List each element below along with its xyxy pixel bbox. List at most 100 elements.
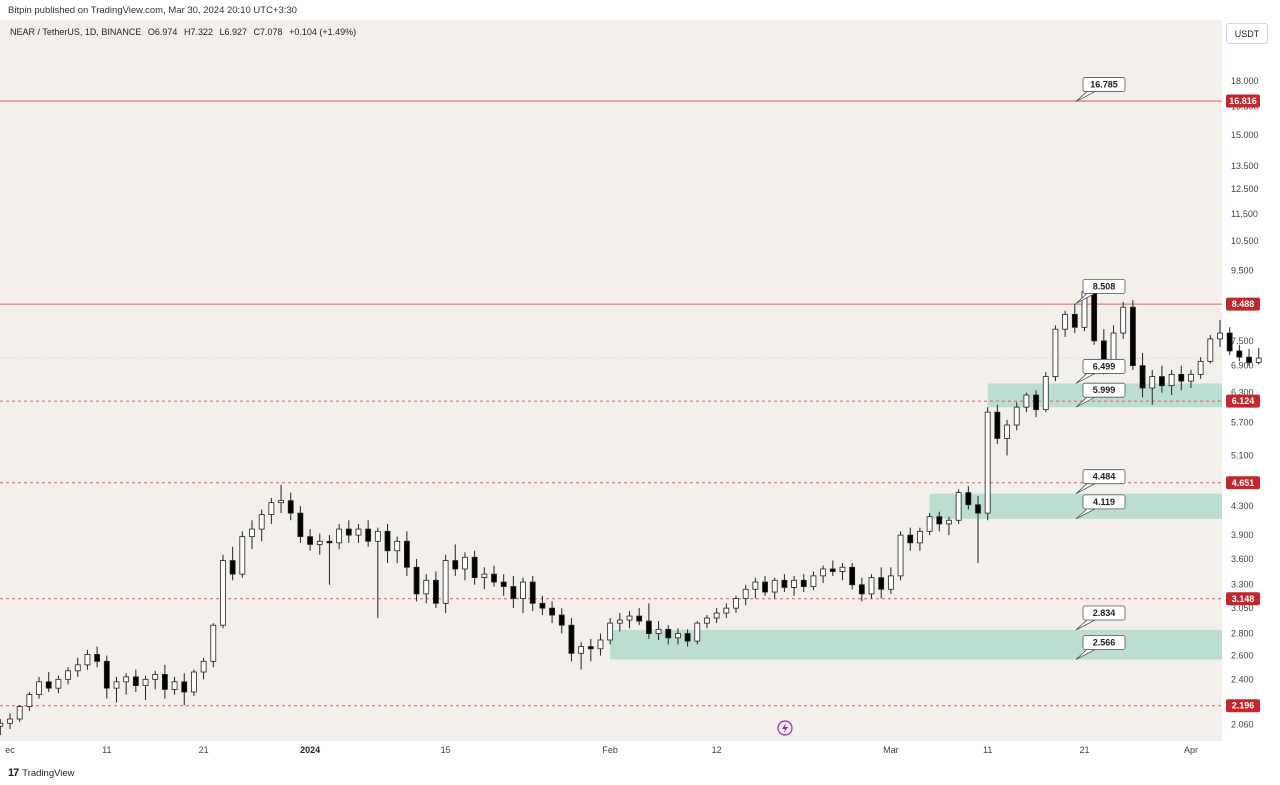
candle[interactable]: [578, 642, 585, 670]
candle[interactable]: [791, 575, 797, 596]
candle[interactable]: [1139, 352, 1146, 398]
candle[interactable]: [607, 618, 614, 645]
candle[interactable]: [1188, 369, 1194, 388]
candle[interactable]: [94, 646, 101, 668]
candle[interactable]: [917, 527, 923, 551]
candle[interactable]: [1013, 402, 1020, 431]
candle[interactable]: [210, 623, 217, 668]
candle[interactable]: [0, 719, 4, 735]
candle[interactable]: [771, 577, 778, 599]
candle[interactable]: [1168, 369, 1175, 396]
candle[interactable]: [433, 571, 439, 609]
candle[interactable]: [123, 673, 130, 695]
candle[interactable]: [878, 567, 885, 599]
candle[interactable]: [926, 513, 933, 536]
candle[interactable]: [413, 558, 420, 602]
candle[interactable]: [161, 664, 168, 699]
candle[interactable]: [491, 565, 497, 587]
candle[interactable]: [849, 563, 856, 590]
candle[interactable]: [268, 497, 275, 524]
candle[interactable]: [558, 608, 565, 634]
candle[interactable]: [239, 531, 246, 578]
candle[interactable]: [336, 523, 343, 550]
candle[interactable]: [742, 584, 749, 606]
candle[interactable]: [723, 603, 730, 619]
candle[interactable]: [113, 676, 120, 703]
candle[interactable]: [307, 529, 313, 551]
candle[interactable]: [1023, 392, 1030, 413]
candle[interactable]: [181, 673, 188, 706]
candle[interactable]: [752, 577, 759, 599]
candle[interactable]: [704, 615, 710, 629]
candle[interactable]: [36, 676, 42, 699]
candle[interactable]: [326, 535, 333, 585]
candle[interactable]: [297, 506, 304, 543]
candle[interactable]: [7, 713, 13, 730]
candle[interactable]: [258, 509, 265, 542]
currency-button[interactable]: USDT: [1226, 23, 1268, 44]
candle[interactable]: [462, 552, 468, 581]
candle[interactable]: [26, 691, 33, 711]
candle[interactable]: [452, 544, 459, 576]
candle[interactable]: [1042, 372, 1049, 413]
price-callout[interactable]: 2.834: [1075, 605, 1126, 631]
candle[interactable]: [55, 675, 62, 694]
price-callout[interactable]: 16.785: [1075, 77, 1126, 102]
candle[interactable]: [975, 495, 981, 564]
candle[interactable]: [1129, 300, 1136, 370]
candle[interactable]: [1207, 334, 1214, 364]
candle[interactable]: [936, 511, 943, 532]
candle[interactable]: [74, 657, 81, 677]
candle[interactable]: [820, 565, 827, 583]
candle[interactable]: [616, 613, 623, 632]
price-callout[interactable]: 8.508: [1075, 278, 1126, 304]
candle[interactable]: [45, 672, 52, 692]
candle[interactable]: [229, 546, 236, 581]
candle[interactable]: [994, 404, 1001, 444]
candle[interactable]: [1004, 419, 1010, 456]
candle[interactable]: [665, 625, 672, 645]
candle[interactable]: [384, 523, 391, 564]
candle[interactable]: [587, 638, 594, 662]
price-callout[interactable]: 2.566: [1075, 635, 1126, 660]
candle[interactable]: [510, 575, 517, 609]
candle[interactable]: [529, 575, 536, 612]
candle[interactable]: [500, 574, 507, 596]
candle[interactable]: [1159, 365, 1165, 393]
candle[interactable]: [645, 603, 652, 639]
candle[interactable]: [675, 628, 681, 645]
candle[interactable]: [539, 595, 546, 616]
candle[interactable]: [626, 611, 633, 629]
candle[interactable]: [374, 527, 381, 619]
candle[interactable]: [1236, 344, 1243, 362]
price-callout[interactable]: 4.119: [1075, 494, 1126, 520]
candle[interactable]: [568, 618, 575, 662]
price-callout[interactable]: 6.499: [1075, 359, 1126, 384]
price-axis-pane[interactable]: [1222, 20, 1280, 741]
candle[interactable]: [132, 669, 139, 692]
candle[interactable]: [1197, 357, 1204, 379]
candle[interactable]: [907, 527, 914, 551]
chart-pane[interactable]: [0, 20, 1222, 741]
candle[interactable]: [1255, 347, 1262, 365]
candle[interactable]: [800, 574, 807, 593]
candle[interactable]: [887, 567, 894, 594]
candle[interactable]: [249, 520, 255, 550]
candle[interactable]: [597, 633, 604, 656]
candle[interactable]: [345, 520, 352, 543]
candle[interactable]: [394, 536, 401, 564]
time-axis-pane[interactable]: [0, 741, 1280, 760]
candle[interactable]: [694, 621, 701, 645]
candle[interactable]: [355, 523, 362, 543]
candle[interactable]: [365, 520, 372, 547]
candle[interactable]: [1149, 369, 1156, 405]
candle[interactable]: [1226, 327, 1233, 356]
candle[interactable]: [200, 657, 207, 680]
candle[interactable]: [287, 492, 294, 521]
lightning-icon[interactable]: [777, 720, 793, 736]
candle[interactable]: [684, 629, 691, 647]
candle[interactable]: [16, 705, 23, 722]
candle[interactable]: [220, 554, 226, 629]
candle[interactable]: [810, 571, 817, 591]
candle[interactable]: [965, 486, 972, 510]
